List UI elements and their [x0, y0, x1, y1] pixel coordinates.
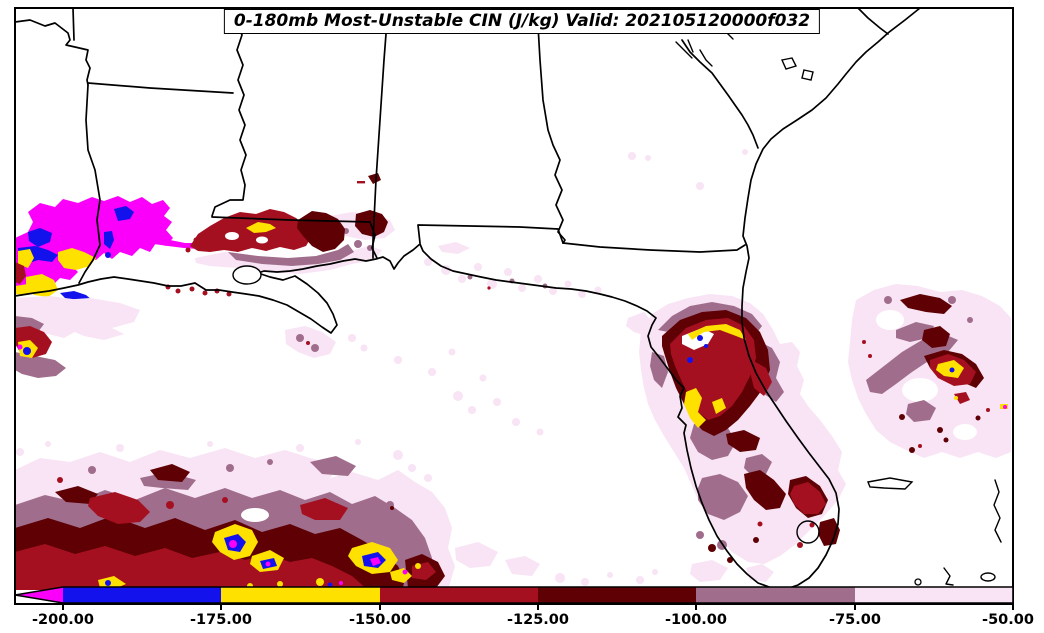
colorbar-segment-yellow — [221, 587, 380, 603]
state-border-ar-la — [87, 82, 234, 94]
contour-se-louisiana-band — [165, 209, 395, 358]
colorbar-arrow-below-min — [15, 587, 63, 603]
colorbar-segment-palepink — [855, 587, 1013, 603]
colorbar-label: -50.00 — [982, 612, 1034, 628]
state-border-mississippi-river — [211, 7, 247, 217]
state-border-red-river — [14, 19, 91, 86]
state-border-ms-al — [372, 7, 389, 259]
contour-panhandle-speckles — [424, 149, 748, 298]
colorbar-segment-blue — [63, 587, 221, 603]
state-border-ga-fl — [562, 242, 746, 253]
contour-fills-layer — [15, 149, 1011, 590]
island-small-3 — [914, 578, 922, 586]
state-border-nc-sc — [857, 7, 889, 35]
contour-florida-cin-max — [626, 294, 846, 582]
colorbar-segment-mauve — [696, 587, 855, 603]
colorbar-label: -150.00 — [349, 612, 411, 628]
colorbar-segment-maroon — [538, 587, 696, 603]
colorbar-label: -75.00 — [829, 612, 881, 628]
colorbar-segment-darkred — [380, 587, 538, 603]
colorbar: -200.00 -175.00 -150.00 -125.00 -100.00 … — [14, 586, 1034, 628]
contour-sw-louisiana-coast — [15, 296, 140, 378]
state-border-al-fl — [417, 224, 564, 244]
state-border-al-ga — [536, 7, 566, 244]
lake-sc-2 — [801, 69, 814, 81]
map-title: 0-180mb Most-Unstable CIN (J/kg) Valid: … — [223, 9, 821, 34]
lake-okeechobee — [796, 520, 820, 544]
colorbar-label: -125.00 — [507, 612, 569, 628]
state-border-savannah-river — [681, 39, 759, 149]
island-small-1 — [980, 572, 996, 582]
island-grand-bahama — [867, 477, 914, 490]
colorbar-label: -100.00 — [665, 612, 727, 628]
contour-atlantic-patch — [848, 284, 1011, 458]
colorbar-label: -175.00 — [190, 612, 252, 628]
contour-midgulf-speckles — [348, 334, 544, 436]
state-border-tx-la — [78, 84, 101, 284]
state-border-ok-ar — [72, 7, 75, 41]
lake-sc-1 — [781, 57, 797, 70]
island-abaco — [993, 479, 1002, 543]
coastline — [14, 7, 921, 590]
contour-ms-al-speck — [357, 173, 381, 184]
river-headwaters — [675, 39, 713, 67]
island-small-2 — [943, 567, 954, 586]
colorbar-label: -200.00 — [32, 612, 94, 628]
contour-gulf-band — [15, 439, 658, 590]
map-frame — [14, 7, 1014, 605]
lake-pontchartrain — [232, 265, 262, 285]
